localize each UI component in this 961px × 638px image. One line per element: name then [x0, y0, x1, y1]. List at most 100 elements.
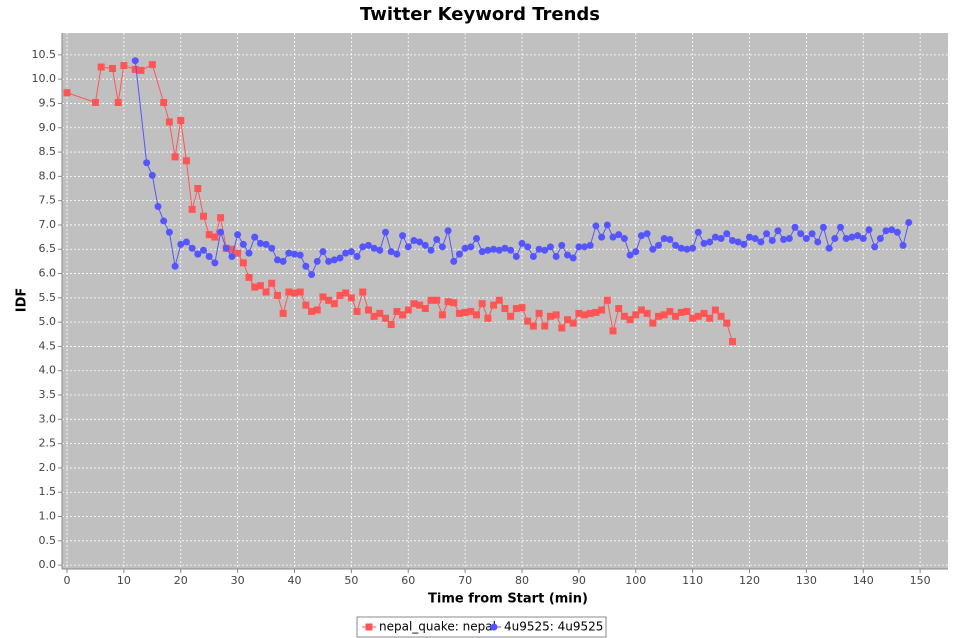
point — [814, 238, 822, 246]
point — [876, 235, 884, 243]
point — [512, 305, 520, 313]
y-tick-label: 6.5 — [39, 242, 57, 255]
point — [336, 254, 344, 262]
point — [256, 239, 264, 247]
point — [438, 311, 446, 319]
point — [342, 249, 350, 257]
point — [359, 243, 367, 251]
point — [467, 307, 475, 315]
point — [541, 246, 549, 254]
point — [455, 309, 463, 317]
legend-marker — [490, 623, 498, 631]
point — [484, 246, 492, 254]
point — [660, 235, 668, 243]
point — [234, 231, 242, 239]
point — [228, 253, 236, 261]
point — [700, 309, 708, 317]
point — [421, 241, 429, 249]
point — [296, 251, 304, 259]
point — [455, 250, 463, 258]
point — [376, 246, 384, 254]
point — [160, 98, 168, 106]
point — [131, 65, 139, 73]
point — [666, 236, 674, 244]
point — [512, 253, 520, 261]
point — [404, 306, 412, 314]
x-tick-label: 20 — [174, 574, 188, 587]
series-group — [63, 57, 913, 346]
point — [273, 291, 281, 299]
y-tick-label: 5.0 — [39, 315, 57, 328]
point — [780, 236, 788, 244]
point — [848, 233, 856, 241]
point — [723, 230, 731, 238]
point — [461, 308, 469, 316]
point — [711, 306, 719, 314]
point — [490, 245, 498, 253]
point — [899, 241, 907, 249]
point — [501, 305, 509, 313]
point — [541, 322, 549, 330]
x-tick-label: 70 — [458, 574, 472, 587]
point — [120, 62, 128, 70]
legend-marker — [365, 623, 373, 631]
point — [165, 228, 173, 236]
x-tick-label: 90 — [572, 574, 586, 587]
point — [353, 307, 361, 315]
point — [757, 238, 765, 246]
point — [751, 235, 759, 243]
point — [637, 232, 645, 240]
y-tick-label: 2.5 — [39, 437, 57, 450]
point — [302, 301, 310, 309]
point — [569, 254, 577, 262]
chart-title: Twitter Keyword Trends — [360, 4, 600, 25]
point — [893, 228, 901, 236]
point — [359, 288, 367, 296]
point — [683, 307, 691, 315]
point — [188, 205, 196, 213]
point — [302, 262, 310, 270]
point — [251, 233, 259, 241]
point — [655, 241, 663, 249]
point — [689, 244, 697, 252]
point — [143, 159, 151, 167]
point — [177, 116, 185, 124]
point — [575, 243, 583, 251]
point — [603, 221, 611, 229]
point — [478, 300, 486, 308]
y-tick-label: 4.0 — [39, 364, 57, 377]
point — [643, 230, 651, 238]
point — [626, 316, 634, 324]
y-tick-label: 0.5 — [39, 534, 57, 547]
point — [478, 248, 486, 256]
point — [609, 233, 617, 241]
point — [416, 301, 424, 309]
point — [888, 226, 896, 234]
point — [268, 279, 276, 287]
point — [182, 157, 190, 165]
point — [245, 249, 253, 257]
point — [148, 171, 156, 179]
point — [393, 307, 401, 315]
point — [677, 308, 685, 316]
point — [581, 243, 589, 251]
point — [330, 256, 338, 264]
point — [97, 63, 105, 71]
point — [501, 244, 509, 252]
point — [211, 233, 219, 241]
point — [598, 233, 606, 241]
point — [518, 239, 526, 247]
point — [484, 314, 492, 322]
point — [91, 98, 99, 106]
point — [677, 244, 685, 252]
point — [410, 300, 418, 308]
x-tick-label: 80 — [515, 574, 529, 587]
point — [296, 288, 304, 296]
point — [552, 311, 560, 319]
point — [63, 89, 71, 97]
point — [347, 294, 355, 302]
point — [308, 271, 316, 279]
point — [376, 309, 384, 317]
point — [529, 322, 537, 330]
point — [410, 236, 418, 244]
